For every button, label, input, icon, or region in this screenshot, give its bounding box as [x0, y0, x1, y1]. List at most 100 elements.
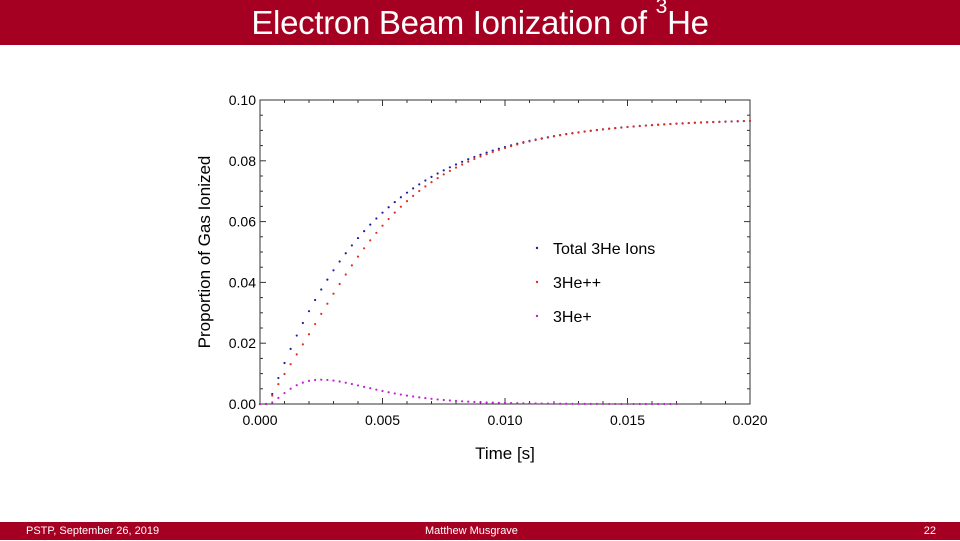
point-he-plus [467, 400, 470, 403]
point-he-plus-plus [344, 273, 347, 276]
point-he-plus [375, 388, 378, 391]
legend: Total 3He Ions 3He++ 3He+ [535, 241, 655, 326]
point-he-plus-plus [510, 145, 513, 148]
point-he-plus-plus [320, 312, 323, 315]
point-he-plus [540, 402, 543, 405]
point-he-plus-plus [718, 120, 721, 123]
point-total-ions [295, 334, 298, 337]
point-he-plus-plus [454, 166, 458, 169]
point-he-plus [510, 402, 513, 405]
legend-he-plus-marker [535, 314, 539, 318]
point-he-plus [289, 387, 292, 390]
point-total-ions [307, 310, 311, 313]
y-axis-label: Proportion of Gas Ionized [195, 156, 214, 349]
point-he-plus-plus [473, 157, 476, 161]
point-he-plus [497, 401, 500, 404]
point-he-plus-plus [614, 127, 617, 130]
point-he-plus-plus [687, 121, 690, 125]
title-superscript: 3 [655, 0, 668, 18]
point-total-ions [363, 230, 366, 233]
point-he-plus [381, 389, 384, 393]
point-he-plus-plus [442, 173, 445, 176]
point-total-ions [301, 321, 304, 325]
title-tail: He [667, 4, 709, 41]
point-he-plus-plus [277, 383, 280, 386]
y-tick-label: 0.00 [229, 396, 256, 412]
title-bar [0, 0, 960, 45]
point-he-plus-plus [540, 137, 543, 140]
point-total-ions [326, 278, 329, 281]
point-he-plus-plus [418, 189, 421, 193]
point-he-plus-plus [479, 155, 482, 158]
point-he-plus-plus [412, 194, 415, 197]
point-total-ions [430, 175, 433, 179]
point-total-ions [283, 361, 286, 365]
title-main: Electron Beam Ionization of [251, 4, 656, 41]
point-he-plus [620, 402, 623, 406]
y-tick-label: 0.02 [229, 335, 256, 351]
point-he-plus-plus [430, 181, 433, 184]
point-he-plus-plus [448, 169, 451, 172]
point-he-plus-plus [528, 140, 531, 143]
point-total-ions [393, 200, 396, 204]
point-he-plus [644, 402, 647, 406]
point-total-ions [375, 217, 378, 220]
point-he-plus [528, 402, 531, 405]
point-he-plus-plus [650, 124, 654, 127]
point-he-plus [424, 397, 427, 400]
point-he-plus [503, 401, 507, 405]
point-he-plus [454, 399, 458, 403]
point-he-plus-plus [577, 131, 580, 134]
point-he-plus-plus [289, 363, 292, 366]
point-he-plus [552, 402, 556, 405]
point-he-plus-plus [503, 146, 507, 150]
data-points [258, 119, 752, 406]
point-he-plus [412, 395, 415, 398]
point-total-ions [381, 211, 384, 214]
point-he-plus [301, 381, 304, 384]
point-he-plus-plus [626, 125, 629, 129]
point-he-plus [632, 402, 635, 406]
legend-total-ions-label: Total 3He Ions [553, 241, 655, 258]
point-total-ions [467, 158, 470, 161]
point-he-plus-plus [657, 123, 660, 126]
point-he-plus [614, 402, 617, 406]
point-total-ions [399, 196, 402, 199]
point-he-plus [326, 378, 329, 382]
point-total-ions [454, 163, 458, 166]
point-he-plus [307, 379, 311, 382]
point-total-ions [412, 187, 415, 190]
point-he-plus [534, 402, 537, 405]
point-he-plus-plus [363, 247, 366, 250]
point-he-plus [338, 380, 341, 383]
point-he-plus [601, 402, 605, 406]
point-he-plus [418, 396, 421, 399]
legend-he-plus-plus-marker [535, 280, 539, 284]
point-total-ions [473, 155, 476, 159]
point-he-plus-plus [485, 153, 488, 156]
plot-frame [259, 99, 751, 405]
point-he-plus-plus [393, 211, 396, 214]
point-he-plus [571, 402, 574, 405]
point-he-plus-plus [301, 343, 304, 346]
point-he-plus [473, 400, 476, 404]
point-he-plus-plus [675, 122, 678, 125]
x-axis-label: Time [s] [475, 444, 535, 463]
point-he-plus [546, 402, 549, 405]
point-he-plus-plus [516, 143, 519, 146]
point-he-plus-plus [497, 148, 500, 151]
point-he-plus [559, 402, 562, 405]
point-he-plus-plus [461, 163, 464, 166]
point-he-plus-plus [350, 264, 353, 267]
point-he-plus [314, 378, 317, 382]
point-he-plus [589, 402, 592, 405]
point-he-plus [583, 402, 586, 405]
point-he-plus-plus [724, 120, 727, 123]
footer-author: Matthew Musgrave [425, 525, 518, 537]
point-he-plus [522, 402, 525, 405]
point-he-plus-plus [748, 119, 752, 122]
point-he-plus [320, 378, 323, 381]
point-he-plus-plus [467, 160, 470, 163]
point-he-plus-plus [559, 134, 562, 137]
point-he-plus [485, 401, 488, 404]
